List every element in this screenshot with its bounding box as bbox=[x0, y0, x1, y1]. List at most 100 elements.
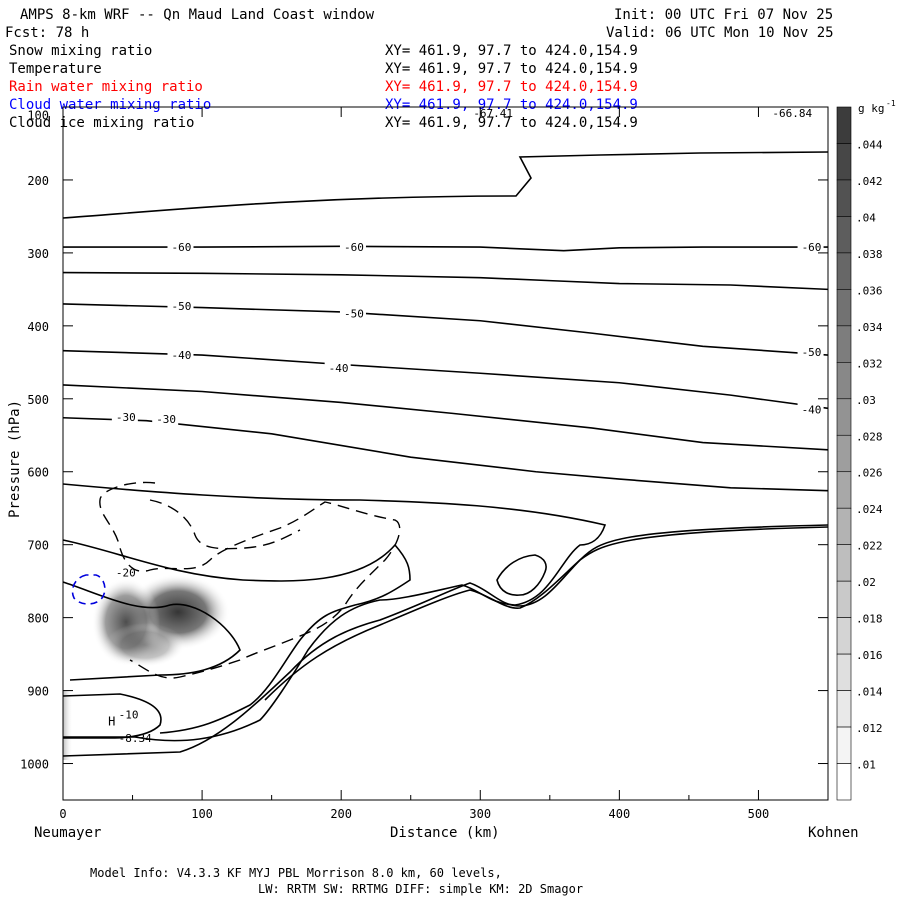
field-name: Rain water mixing ratio bbox=[9, 79, 203, 95]
isotherm-line bbox=[62, 416, 829, 492]
extremum-value: -8.34 bbox=[119, 732, 152, 745]
snow-shading-tail bbox=[105, 623, 185, 667]
axes: 0 100 200 300 400 500 200 300 400 500 600 700 800 900… bbox=[20, 107, 829, 821]
colorbar-label: .042 bbox=[856, 175, 883, 188]
y-tick-label: 700 bbox=[27, 539, 49, 553]
colorbar-swatch bbox=[836, 289, 852, 327]
x-axis-label: Distance (km) bbox=[390, 825, 500, 841]
right-endpoint-label: Kohnen bbox=[808, 825, 859, 841]
y-tick-label-top: 100 bbox=[27, 108, 49, 122]
colorbar: .044 .042 .04 .038 .036 .034 .032 .03 .028 .026 .0… bbox=[836, 99, 896, 801]
init-time: Init: 00 UTC Fri 07 Nov 25 bbox=[614, 7, 833, 23]
isotherm-label-bg bbox=[797, 344, 824, 359]
colorbar-unit-exponent: -1 bbox=[886, 99, 896, 108]
isotherm-label-bg bbox=[167, 239, 194, 254]
annotations: -67.41 -66.84 H -8.34 bbox=[108, 107, 812, 745]
colorbar-swatch bbox=[836, 434, 852, 473]
isotherm-label: -60 bbox=[171, 241, 191, 254]
y-tick-label: 600 bbox=[27, 466, 49, 480]
field-xy: XY= 461.9, 97.7 to 424.0,154.9 bbox=[385, 43, 638, 59]
field-xy: XY= 461.9, 97.7 to 424.0,154.9 bbox=[385, 97, 638, 113]
colorbar-swatch bbox=[836, 143, 852, 181]
isotherm-line bbox=[62, 349, 829, 410]
lower-contours bbox=[62, 151, 829, 757]
field-xy: XY= 461.9, 97.7 to 424.0,154.9 bbox=[385, 79, 638, 95]
colorbar-label: .038 bbox=[856, 248, 883, 261]
isotherm-label-bg bbox=[339, 305, 366, 320]
model-info-line2: LW: RRTM SW: RRTMG DIFF: simple KM: 2D S… bbox=[258, 882, 583, 896]
field-legend: Snow mixing ratio XY= 461.9, 97.7 to 424.… bbox=[9, 43, 638, 131]
field-name: Temperature bbox=[9, 61, 102, 77]
isotherm-label-bg bbox=[167, 347, 194, 362]
x-tick-label: 200 bbox=[330, 807, 352, 821]
colorbar-label: .022 bbox=[856, 540, 883, 553]
colorbar-label: .044 bbox=[856, 138, 883, 151]
x-tick-label: 400 bbox=[609, 807, 631, 821]
isotherm-label-bg bbox=[324, 360, 351, 375]
isotherm-label: -60 bbox=[802, 241, 822, 254]
isotherm-line bbox=[62, 271, 829, 291]
isotherm-label: -30 bbox=[156, 413, 176, 426]
isotherm-label-bg bbox=[111, 409, 138, 424]
colorbar-label: .034 bbox=[856, 321, 883, 334]
colorbar-unit: g kg bbox=[858, 102, 885, 115]
model-info-line1: Model Info: V4.3.3 KF MYJ PBL Morrison 8… bbox=[90, 866, 502, 880]
colorbar-label: .028 bbox=[856, 430, 883, 443]
colorbar-label: .016 bbox=[856, 649, 883, 662]
high-marker: H bbox=[108, 715, 115, 729]
colorbar-label: .012 bbox=[856, 722, 883, 735]
isotherm-label: -40 bbox=[329, 362, 349, 375]
isotherm-surface-inner bbox=[264, 526, 829, 701]
isotherm-label-bg bbox=[339, 239, 366, 254]
colorbar-swatch bbox=[836, 398, 852, 436]
colorbar-label: .02 bbox=[856, 576, 876, 589]
colorbar-swatch bbox=[836, 507, 852, 545]
x-tick-label: 500 bbox=[748, 807, 770, 821]
cloud-ice-contour-b bbox=[149, 499, 301, 550]
colorbar-swatch bbox=[836, 544, 852, 582]
chart-title: AMPS 8-km WRF -- Qn Maud Land Coast wind… bbox=[20, 7, 375, 23]
isotherm-label-bg bbox=[114, 706, 141, 721]
isotherm-label-bg bbox=[152, 411, 179, 426]
field-name: Cloud water mixing ratio bbox=[9, 97, 211, 113]
field-name: Snow mixing ratio bbox=[9, 43, 152, 59]
colorbar-label: .018 bbox=[856, 613, 883, 626]
colorbar-swatch bbox=[836, 252, 852, 290]
cloud-ice-contour bbox=[99, 481, 401, 679]
forecast-hour: Fcst: 78 h bbox=[5, 25, 89, 41]
field-xy: XY= 461.9, 97.7 to 424.0,154.9 bbox=[385, 61, 638, 77]
snow-shading-edge bbox=[63, 690, 73, 760]
isotherm-label: -40 bbox=[171, 349, 191, 362]
isotherm-label: -30 bbox=[116, 411, 136, 424]
isotherm-minus8 bbox=[62, 581, 241, 681]
colorbar-swatch bbox=[836, 216, 852, 254]
isotherm-label-bg bbox=[797, 239, 824, 254]
colorbar-label: .032 bbox=[856, 357, 883, 370]
isotherm-line bbox=[62, 384, 829, 451]
colorbar-label: .04 bbox=[856, 211, 876, 224]
colorbar-swatch bbox=[836, 179, 852, 217]
cloud-water-contour bbox=[71, 574, 106, 605]
y-axis-label: Pressure (hPa) bbox=[7, 400, 23, 518]
colorbar-swatch bbox=[836, 617, 852, 655]
y-tick-label: 900 bbox=[27, 685, 49, 699]
isotherm-label: -20 bbox=[116, 566, 136, 579]
colorbar-label: .024 bbox=[856, 503, 883, 516]
colorbar-swatch bbox=[836, 653, 852, 691]
left-endpoint-label: Neumayer bbox=[34, 825, 101, 841]
plot-frame bbox=[62, 106, 829, 801]
y-tick-label: 800 bbox=[27, 612, 49, 626]
isotherm-minus10 bbox=[62, 539, 411, 734]
colorbar-swatch bbox=[836, 325, 852, 363]
colorbar-swatch bbox=[836, 763, 852, 801]
colorbar-swatch bbox=[836, 362, 852, 400]
colorbar-swatch bbox=[836, 471, 852, 509]
isotherm-near-surface bbox=[62, 693, 162, 739]
y-tick-label: 300 bbox=[27, 247, 49, 261]
colorbar-label: .014 bbox=[856, 686, 883, 699]
isotherm-label: -50 bbox=[171, 300, 191, 313]
isotherm-line bbox=[63, 245, 828, 252]
isotherm-label: -50 bbox=[802, 346, 822, 359]
extremum-value: -66.84 bbox=[772, 107, 812, 120]
valid-time: Valid: 06 UTC Mon 10 Nov 25 bbox=[606, 25, 834, 41]
